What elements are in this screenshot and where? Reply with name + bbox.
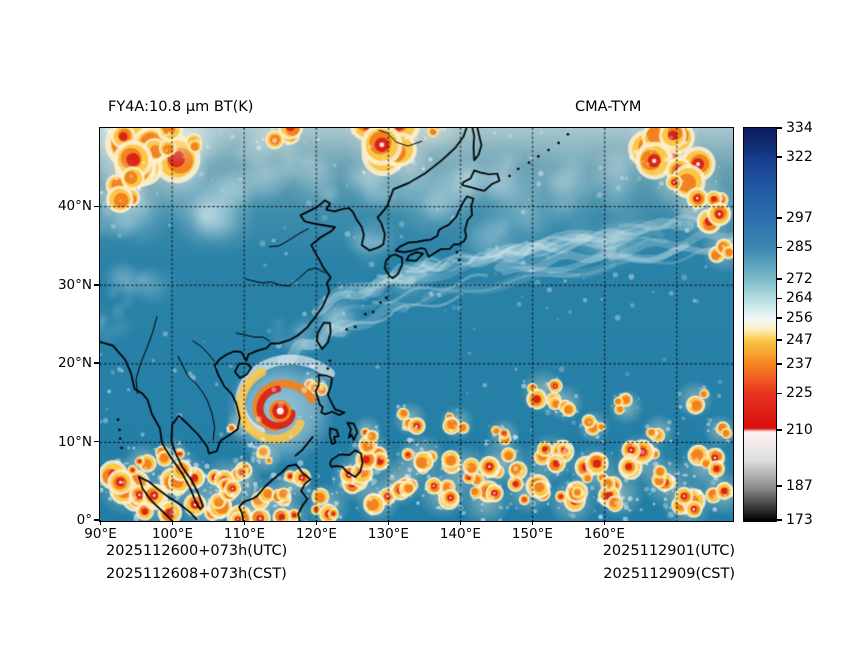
y-tick-mark	[94, 362, 99, 364]
x-tick-label: 150°E	[511, 526, 553, 542]
x-tick-mark	[603, 520, 606, 525]
x-tick-label: 140°E	[439, 526, 481, 542]
x-tick-label: 110°E	[223, 526, 265, 542]
x-tick-label: 130°E	[367, 526, 409, 542]
colorbar-tick-mark	[777, 297, 782, 300]
colorbar-tick-label: 264	[786, 290, 813, 307]
y-tick-mark	[94, 440, 99, 443]
valid-time-cst: 2025112909(CST)	[603, 566, 735, 582]
model-title: CMA-TYM	[575, 99, 642, 115]
colorbar-tick-mark	[777, 217, 782, 219]
y-tick-label: 20°N	[57, 355, 92, 372]
y-tick-mark	[94, 519, 99, 521]
y-tick-mark	[94, 284, 99, 286]
y-tick-mark	[94, 205, 99, 208]
satellite-bt-field-canvas	[100, 127, 733, 521]
init-time-cst: 2025112608+073h(CST)	[106, 566, 287, 582]
colorbar-tick-mark	[777, 156, 782, 158]
colorbar-tick-label: 285	[786, 239, 813, 256]
colorbar-tick-label: 247	[786, 331, 813, 348]
colorbar-tick-label: 334	[786, 120, 813, 136]
colorbar-tick-mark	[777, 519, 782, 521]
y-tick-label: 0°	[76, 512, 92, 528]
colorbar	[743, 126, 777, 522]
x-tick-mark	[387, 520, 390, 525]
x-tick-mark	[315, 520, 318, 525]
x-tick-label: 100°E	[151, 526, 193, 542]
x-tick-label: 160°E	[583, 526, 625, 542]
colorbar-tick-mark	[777, 127, 782, 129]
colorbar-tick-label: 256	[786, 309, 813, 326]
colorbar-tick-mark	[777, 246, 782, 249]
x-tick-mark	[531, 520, 534, 525]
colorbar-tick-mark	[777, 317, 782, 319]
x-tick-mark	[243, 520, 246, 525]
colorbar-tick-label: 187	[786, 477, 813, 494]
plot-title: FY4A:10.8 μm BT(K)	[108, 99, 254, 115]
colorbar-tick-label: 297	[786, 210, 813, 227]
x-tick-mark	[99, 520, 102, 525]
colorbar-tick-mark	[777, 392, 782, 395]
colorbar-tick-label: 173	[786, 512, 813, 528]
colorbar-tick-label: 210	[786, 421, 813, 438]
valid-time-utc: 2025112901(UTC)	[602, 543, 735, 559]
colorbar-tick-label: 272	[786, 270, 813, 287]
colorbar-tick-label: 322	[786, 149, 813, 166]
x-tick-mark	[171, 520, 174, 525]
colorbar-tick-mark	[777, 278, 782, 280]
map-plot	[99, 126, 734, 522]
colorbar-tick-label: 237	[786, 356, 813, 373]
colorbar-tick-mark	[777, 339, 782, 341]
x-tick-label: 120°E	[295, 526, 337, 542]
init-time-utc: 2025112600+073h(UTC)	[106, 543, 288, 559]
x-tick-mark	[459, 520, 462, 525]
colorbar-gradient	[744, 127, 776, 521]
x-tick-label: 90°E	[84, 526, 117, 542]
colorbar-tick-label: 225	[786, 385, 813, 402]
y-tick-label: 40°N	[57, 198, 92, 215]
y-tick-label: 30°N	[57, 276, 92, 293]
y-tick-label: 10°N	[57, 433, 92, 450]
colorbar-tick-mark	[777, 363, 782, 365]
colorbar-tick-mark	[777, 485, 782, 487]
colorbar-tick-mark	[777, 429, 782, 431]
